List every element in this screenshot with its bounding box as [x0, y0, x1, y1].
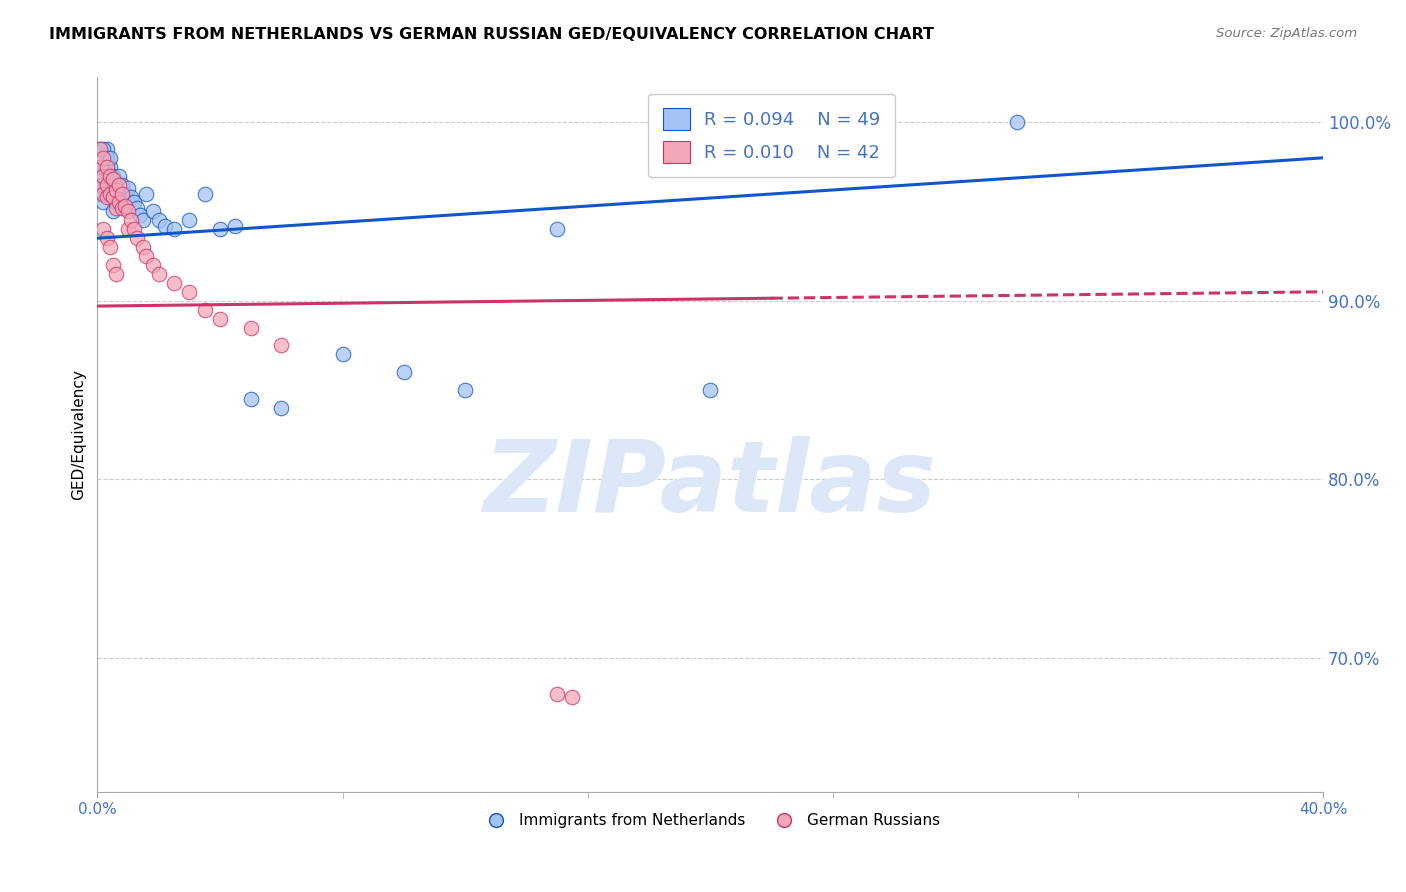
Point — [224, 219, 246, 233]
Point — [98, 178, 121, 192]
Point — [96, 231, 118, 245]
Point — [122, 222, 145, 236]
Point — [208, 222, 231, 236]
Point — [129, 208, 152, 222]
Point — [107, 195, 129, 210]
Point — [239, 392, 262, 406]
Point — [98, 160, 121, 174]
Point — [699, 383, 721, 397]
Point — [1005, 115, 1028, 129]
Point — [179, 285, 201, 299]
Point — [114, 201, 136, 215]
Legend: Immigrants from Netherlands, German Russians: Immigrants from Netherlands, German Russ… — [475, 807, 946, 834]
Point — [163, 222, 186, 236]
Point — [104, 183, 127, 197]
Point — [93, 169, 115, 183]
Point — [93, 160, 115, 174]
Point — [89, 160, 111, 174]
Point — [89, 186, 111, 201]
Point — [392, 365, 415, 379]
Point — [194, 302, 217, 317]
Point — [93, 142, 115, 156]
Point — [107, 178, 129, 192]
Point — [117, 204, 139, 219]
Point — [101, 172, 124, 186]
Point — [98, 240, 121, 254]
Point — [270, 338, 292, 352]
Point — [89, 142, 111, 156]
Point — [89, 142, 111, 156]
Point — [194, 186, 217, 201]
Point — [546, 687, 568, 701]
Point — [114, 186, 136, 201]
Point — [93, 222, 115, 236]
Point — [96, 160, 118, 174]
Point — [132, 213, 155, 227]
Point — [117, 222, 139, 236]
Point — [141, 258, 163, 272]
Point — [117, 181, 139, 195]
Point — [111, 201, 134, 215]
Point — [127, 201, 149, 215]
Point — [546, 222, 568, 236]
Point — [127, 231, 149, 245]
Point — [96, 178, 118, 192]
Point — [98, 186, 121, 201]
Point — [179, 213, 201, 227]
Text: IMMIGRANTS FROM NETHERLANDS VS GERMAN RUSSIAN GED/EQUIVALENCY CORRELATION CHART: IMMIGRANTS FROM NETHERLANDS VS GERMAN RU… — [49, 27, 934, 42]
Point — [208, 311, 231, 326]
Point — [561, 690, 583, 705]
Point — [93, 186, 115, 201]
Text: Source: ZipAtlas.com: Source: ZipAtlas.com — [1216, 27, 1357, 40]
Point — [96, 190, 118, 204]
Point — [332, 347, 354, 361]
Point — [153, 219, 176, 233]
Point — [270, 401, 292, 415]
Point — [111, 190, 134, 204]
Point — [93, 151, 115, 165]
Point — [104, 201, 127, 215]
Text: ZIPatlas: ZIPatlas — [484, 436, 936, 533]
Point — [104, 178, 127, 192]
Point — [96, 151, 118, 165]
Point — [96, 178, 118, 192]
Point — [114, 199, 136, 213]
Point — [163, 276, 186, 290]
Point — [98, 169, 121, 183]
Point — [111, 186, 134, 201]
Point — [132, 240, 155, 254]
Point — [120, 190, 142, 204]
Point — [101, 258, 124, 272]
Point — [96, 142, 118, 156]
Point — [107, 169, 129, 183]
Point — [101, 190, 124, 204]
Point — [239, 320, 262, 334]
Point — [141, 204, 163, 219]
Point — [117, 195, 139, 210]
Point — [135, 186, 157, 201]
Point — [89, 178, 111, 192]
Point — [101, 169, 124, 183]
Point — [93, 195, 115, 210]
Point — [454, 383, 477, 397]
Point — [148, 267, 170, 281]
Point — [96, 160, 118, 174]
Point — [107, 186, 129, 201]
Point — [89, 169, 111, 183]
Point — [101, 186, 124, 201]
Point — [98, 151, 121, 165]
Point — [148, 213, 170, 227]
Point — [104, 195, 127, 210]
Point — [111, 178, 134, 192]
Point — [101, 204, 124, 219]
Y-axis label: GED/Equivalency: GED/Equivalency — [72, 369, 86, 500]
Point — [104, 267, 127, 281]
Point — [135, 249, 157, 263]
Point — [122, 195, 145, 210]
Point — [93, 178, 115, 192]
Point — [120, 213, 142, 227]
